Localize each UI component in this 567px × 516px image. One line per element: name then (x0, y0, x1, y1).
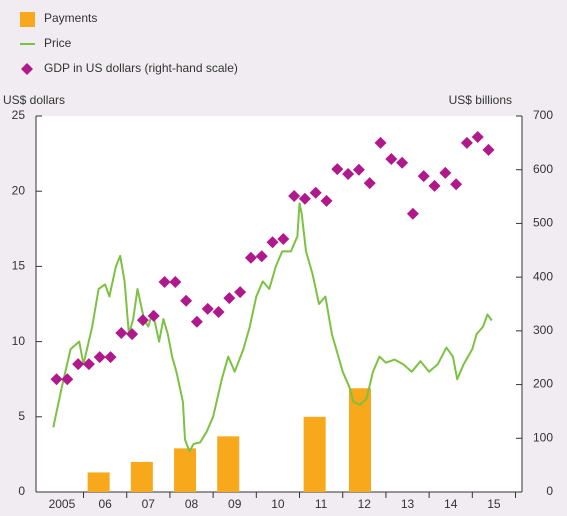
y-tick-label: 15 (12, 259, 26, 273)
bar (87, 472, 110, 492)
y2-tick-label: 400 (533, 269, 553, 283)
gdp-point (266, 236, 279, 249)
gdp-point (190, 315, 203, 328)
x-tick-label: 07 (142, 497, 156, 511)
legend-label: Price (44, 36, 72, 50)
gdp-point (471, 130, 484, 143)
y-tick-label: 5 (18, 409, 25, 423)
x-tick-label: 14 (444, 497, 458, 511)
y2-tick-label: 100 (533, 430, 553, 444)
gdp-point (482, 143, 495, 156)
gdp-point (201, 302, 214, 315)
x-tick-label: 12 (358, 497, 372, 511)
gdp-point (309, 186, 322, 199)
x-tick-label: 2005 (49, 497, 76, 511)
y2-tick-label: 0 (546, 484, 553, 498)
y-tick-label: 0 (18, 484, 25, 498)
gdp-point (212, 306, 225, 319)
y2-tick-label: 700 (533, 108, 553, 122)
gdp-point (126, 328, 139, 341)
gdp-point (61, 373, 74, 386)
gdp-point (331, 163, 344, 176)
gdp-point (234, 286, 247, 299)
x-tick-label: 08 (185, 497, 199, 511)
y-axis-label: US$ dollars (3, 93, 65, 107)
gdp-point (136, 314, 149, 327)
legend-swatch (21, 63, 33, 75)
gdp-point (115, 327, 128, 340)
gdp-point (169, 275, 182, 288)
y-tick-label: 20 (12, 183, 26, 197)
y2-axis-label: US$ billions (449, 93, 512, 107)
y2-tick-label: 200 (533, 377, 553, 391)
y2-tick-label: 300 (533, 323, 553, 337)
gdp-point (298, 192, 311, 205)
gdp-point (460, 136, 473, 149)
x-tick-label: 11 (315, 497, 328, 511)
legend-swatch (20, 12, 35, 27)
bar (130, 461, 153, 492)
bar (217, 436, 240, 492)
gdp-point (439, 166, 452, 179)
gdp-point (147, 309, 160, 322)
x-tick-label: 06 (98, 497, 112, 511)
gdp-point (223, 292, 236, 305)
gdp-point (417, 170, 430, 183)
gdp-point (288, 190, 301, 203)
gdp-point (93, 351, 106, 364)
gdp-point (428, 179, 441, 192)
y-tick-label: 25 (12, 108, 26, 122)
gdp-point (255, 250, 268, 263)
gdp-point (385, 152, 398, 165)
gdp-point (363, 177, 376, 190)
gdp-point (342, 168, 355, 181)
y-tick-label: 10 (12, 334, 26, 348)
gdp-point (406, 207, 419, 220)
x-tick-label: 13 (401, 497, 415, 511)
bar (174, 448, 197, 492)
legend-label: Payments (44, 11, 97, 25)
gdp-point (277, 233, 290, 246)
legend-label: GDP in US dollars (right-hand scale) (44, 61, 238, 75)
gdp-point (104, 351, 117, 364)
x-tick-label: 15 (487, 497, 501, 511)
gdp-point (158, 275, 171, 288)
gdp-point (374, 136, 387, 149)
gdp-point (72, 358, 85, 371)
gdp-point (50, 373, 63, 386)
gdp-point (180, 294, 193, 307)
y2-tick-label: 500 (533, 216, 553, 230)
x-tick-label: 09 (228, 497, 242, 511)
gdp-point (244, 251, 257, 264)
gdp-point (82, 358, 95, 371)
gdp-point (352, 163, 365, 176)
gdp-point (396, 156, 409, 169)
gdp-point (450, 178, 463, 191)
gdp-point (320, 194, 333, 207)
x-tick-label: 10 (271, 497, 285, 511)
plot-area (36, 116, 522, 492)
bar (303, 416, 326, 492)
y2-tick-label: 600 (533, 162, 553, 176)
bar (349, 388, 371, 492)
